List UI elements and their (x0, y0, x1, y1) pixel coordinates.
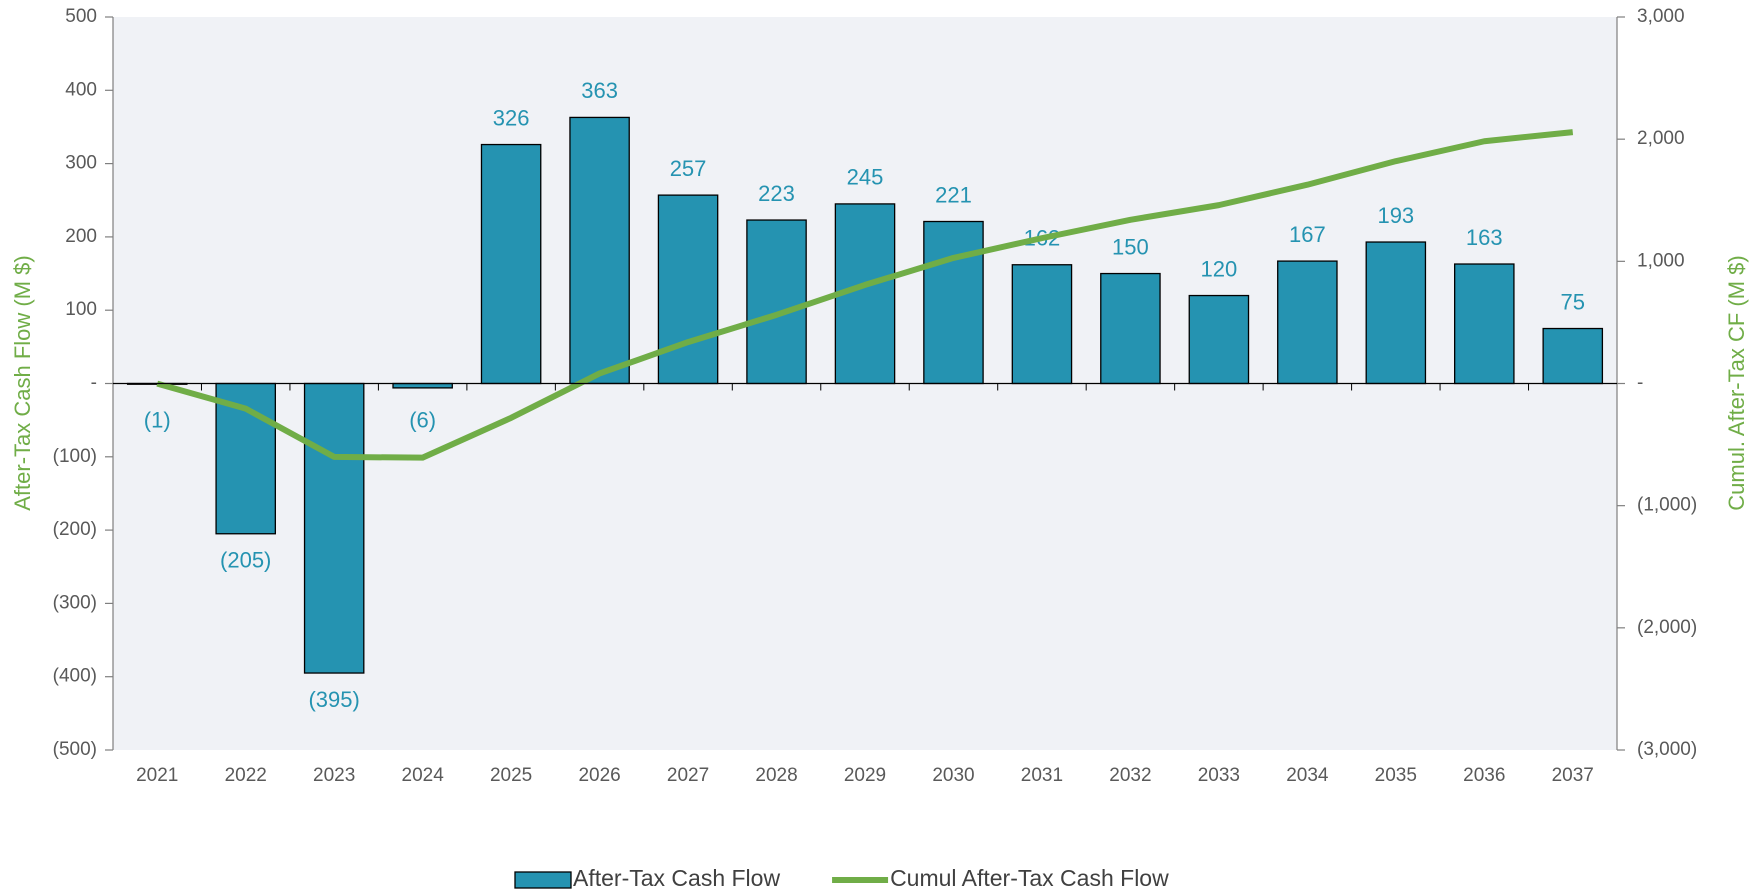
x-tick-label: 2031 (1021, 765, 1063, 786)
y-tick-label: 500 (65, 6, 97, 27)
value-label: (6) (409, 407, 436, 432)
bar (392, 382, 453, 389)
bar (1100, 272, 1161, 385)
y2-tick-label: 2,000 (1637, 128, 1685, 149)
value-label: (205) (220, 548, 271, 573)
x-tick-label: 2035 (1375, 765, 1417, 786)
y-tick-label: (200) (53, 519, 97, 540)
x-tick-label: 2037 (1552, 765, 1594, 786)
bar (1277, 260, 1338, 385)
x-tick-label: 2021 (136, 765, 178, 786)
y-tick-label: (500) (53, 739, 97, 760)
value-label: (395) (308, 687, 359, 712)
value-label: 257 (670, 156, 707, 181)
value-label: 363 (581, 78, 618, 103)
y2-tick-label: 1,000 (1637, 250, 1685, 271)
value-label: 221 (935, 182, 972, 207)
bar (480, 143, 542, 385)
bar (923, 220, 984, 385)
y2-tick-label: (2,000) (1637, 617, 1697, 638)
value-label: 75 (1561, 289, 1585, 314)
x-tick-label: 2025 (490, 765, 532, 786)
y-tick-label: 400 (65, 79, 97, 100)
bar (1011, 264, 1073, 385)
legend-label: Cumul After-Tax Cash Flow (890, 865, 1169, 891)
bar (1365, 241, 1427, 385)
value-label: 326 (493, 105, 530, 130)
bar (746, 219, 807, 385)
y2-axis-title: Cumul. After-Tax CF (M $) (1724, 255, 1749, 510)
x-tick-label: 2036 (1463, 765, 1505, 786)
y2-tick-label: - (1637, 373, 1643, 394)
value-label: 193 (1377, 203, 1414, 228)
bar (1542, 327, 1604, 385)
bar (569, 116, 630, 385)
y2-tick-label: (3,000) (1637, 739, 1697, 760)
x-tick-label: 2023 (313, 765, 355, 786)
value-label: (1) (144, 407, 171, 432)
value-label: 167 (1289, 222, 1326, 247)
x-tick-label: 2029 (844, 765, 886, 786)
x-tick-label: 2027 (667, 765, 709, 786)
value-label: 120 (1201, 256, 1238, 281)
y-tick-label: 100 (65, 299, 97, 320)
bar (1454, 263, 1515, 385)
legend-label: After-Tax Cash Flow (573, 865, 780, 891)
value-label: 223 (758, 181, 795, 206)
x-tick-label: 2028 (755, 765, 797, 786)
legend-swatch (514, 871, 572, 889)
y-tick-label: 200 (65, 226, 97, 247)
y-tick-label: (100) (53, 446, 97, 467)
bar (215, 382, 276, 535)
value-label: 163 (1466, 225, 1503, 250)
value-label: 150 (1112, 234, 1149, 259)
y2-tick-label: 3,000 (1637, 6, 1685, 27)
value-label: 245 (847, 165, 884, 190)
x-tick-label: 2024 (402, 765, 445, 786)
y-tick-label: - (91, 373, 97, 394)
x-tick-label: 2033 (1198, 765, 1240, 786)
x-tick-label: 2032 (1109, 765, 1151, 786)
x-tick-label: 2030 (932, 765, 974, 786)
line (156, 129, 1574, 461)
y-tick-label: (400) (53, 666, 97, 687)
x-tick-label: 2034 (1286, 765, 1329, 786)
x-tick-label: 2026 (578, 765, 620, 786)
bar (1188, 294, 1250, 385)
x-tick-label: 2022 (225, 765, 267, 786)
bar (303, 382, 365, 674)
y-axis-title: After-Tax Cash Flow (M $) (10, 255, 35, 511)
bar (657, 194, 719, 385)
y-tick-label: (300) (53, 592, 97, 613)
y-tick-label: 300 (65, 153, 97, 174)
y2-tick-label: (1,000) (1637, 495, 1697, 516)
